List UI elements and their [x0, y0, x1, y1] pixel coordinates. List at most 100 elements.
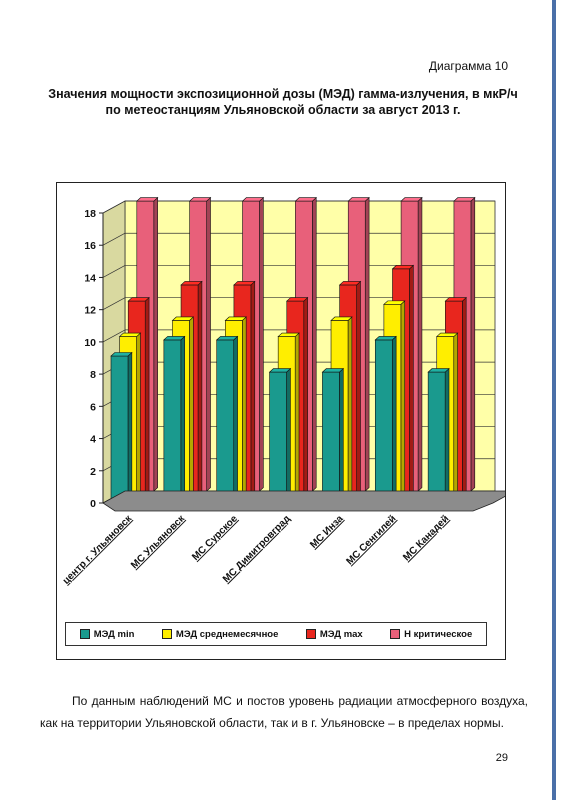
x-category-label: МС Ульяновск — [129, 513, 188, 572]
bar-5-series-3-top — [338, 281, 362, 286]
x-category-label: МС Сурское — [190, 513, 240, 563]
bar-3-series-3-top — [233, 281, 256, 286]
chart-title-line-1: Значения мощности экспозиционной дозы (М… — [48, 87, 518, 101]
bar-6-series-2-side — [400, 300, 406, 499]
x-category-label: МС Сенгилей — [344, 513, 398, 567]
bar-3-series-4-side — [259, 196, 264, 492]
legend-label-med-max: МЭД max — [319, 628, 363, 640]
bar-4-series-3-top — [285, 297, 309, 302]
bar-7-series-1-side — [444, 367, 450, 502]
y-tick-label: 12 — [84, 305, 96, 317]
bar-7-series-4-side — [470, 196, 476, 492]
gridline-depth — [102, 232, 126, 246]
bar-1-series-1-side — [127, 351, 133, 502]
legend-label-med-min: МЭД min — [93, 628, 135, 640]
legend-item-med-avg: МЭД среднемесячное — [161, 628, 279, 640]
legend-swatch-med-avg — [161, 629, 172, 639]
x-category-label: МС Канадей — [401, 513, 451, 563]
page-edge-bar — [552, 0, 556, 800]
gridline-depth — [102, 329, 126, 343]
bar-6-series-2-top — [383, 300, 406, 305]
bar-7-series-1 — [427, 371, 446, 502]
x-category-label: центр г. Ульяновск — [61, 513, 135, 587]
bar-2-series-3-top — [180, 281, 203, 286]
bar-5-series-2-side — [347, 316, 353, 499]
bar-1-series-2-side — [136, 332, 141, 499]
legend-swatch-med-min — [79, 629, 90, 639]
bar-1-series-1 — [110, 355, 129, 502]
bar-2-series-1-top — [163, 336, 186, 341]
bar-5-series-4-top — [347, 197, 370, 202]
bar-5-series-1 — [322, 371, 340, 502]
bar-1-series-1-top — [110, 352, 133, 357]
bar-5-series-3-side — [356, 280, 361, 496]
page-number: 29 — [495, 752, 508, 764]
bar-3-series-1 — [216, 339, 235, 502]
bar-5-series-2-top — [330, 316, 353, 321]
bar-1-series-3-side — [144, 296, 150, 496]
bar-6-series-4-top — [400, 197, 423, 202]
bar-2-series-1 — [163, 339, 182, 502]
bar-6-series-1 — [374, 339, 393, 502]
bar-4-series-1-top — [268, 368, 292, 373]
bar-7-series-1-top — [427, 368, 450, 373]
y-tick-label: 0 — [90, 498, 96, 510]
gridline-depth — [102, 200, 126, 214]
gridline-depth — [102, 297, 126, 310]
bar-6-series-3-side — [409, 264, 414, 496]
chart-title-line-2: по метеостанциям Ульяновской области за … — [105, 103, 461, 117]
legend-item-med-min: МЭД min — [79, 628, 135, 640]
bar-5-series-4-side — [364, 196, 370, 492]
bar-5-series-1-top — [321, 368, 345, 373]
bar-7-series-2-side — [453, 332, 458, 499]
legend-swatch-med-max — [305, 629, 316, 639]
bar-4-series-1 — [269, 371, 287, 502]
legend-label-med-avg: МЭД среднемесячное — [175, 628, 279, 640]
bar-3-series-1-top — [215, 336, 239, 341]
y-tick-label: 10 — [84, 337, 96, 349]
legend-label-h-critical: Н критическое — [404, 628, 473, 640]
bar-3-series-1-side — [233, 335, 238, 502]
bar-7-series-3-top — [444, 297, 467, 302]
bar-4-series-2-side — [294, 332, 300, 499]
bar-3-series-4-top — [241, 197, 265, 202]
chart-frame: 0 2 4 6 8 10 12 14 16 18 центр г. Ульяновск МС Улья… — [56, 182, 506, 660]
bar-3-series-2-top — [224, 316, 247, 321]
y-tick-label: 2 — [90, 466, 96, 478]
bar-4-series-4-top — [294, 197, 317, 202]
y-tick-label: 6 — [90, 401, 96, 413]
bar-3-series-2-side — [242, 316, 247, 499]
bar-4-series-2-top — [277, 332, 300, 337]
bar-6-series-1-top — [374, 336, 397, 341]
y-tick-label: 16 — [84, 240, 96, 252]
bar-1-series-4-top — [136, 197, 159, 202]
y-tick-label: 18 — [84, 208, 96, 220]
bar-2-series-2-side — [189, 316, 194, 499]
gridline-depth — [102, 265, 126, 278]
bar-5-series-1-side — [339, 367, 344, 502]
bar-6-series-1-side — [391, 335, 397, 502]
bar-2-series-2-top — [171, 316, 195, 321]
chart-legend: МЭД min МЭД среднемесячное МЭД max Н кри… — [65, 622, 487, 646]
chart-floor — [102, 490, 505, 512]
bar-2-series-1-side — [180, 335, 186, 502]
diagram-label: Диаграмма 10 — [428, 59, 508, 73]
y-tick-label: 8 — [90, 369, 96, 381]
legend-swatch-h-critical — [390, 629, 401, 639]
bar-2-series-4-top — [188, 197, 212, 202]
bar-1-series-2-top — [118, 332, 142, 337]
bar-6-series-3-top — [391, 265, 415, 270]
bar-7-series-4-top — [453, 197, 476, 202]
bar-6-series-4-side — [417, 196, 423, 492]
legend-item-med-max: МЭД max — [305, 628, 363, 640]
chart-title: Значения мощности экспозиционной дозы (М… — [0, 86, 566, 118]
bar-4-series-1-side — [286, 367, 291, 502]
bar-4-series-3-side — [303, 296, 308, 496]
bar-7-series-3-side — [462, 296, 467, 496]
legend-item-h-critical: Н критическое — [390, 629, 472, 640]
x-category-label: МС Инза — [308, 513, 346, 551]
y-tick-label: 14 — [84, 272, 96, 284]
bar-4-series-4-side — [312, 196, 317, 492]
bar-3-series-3-side — [250, 280, 256, 496]
